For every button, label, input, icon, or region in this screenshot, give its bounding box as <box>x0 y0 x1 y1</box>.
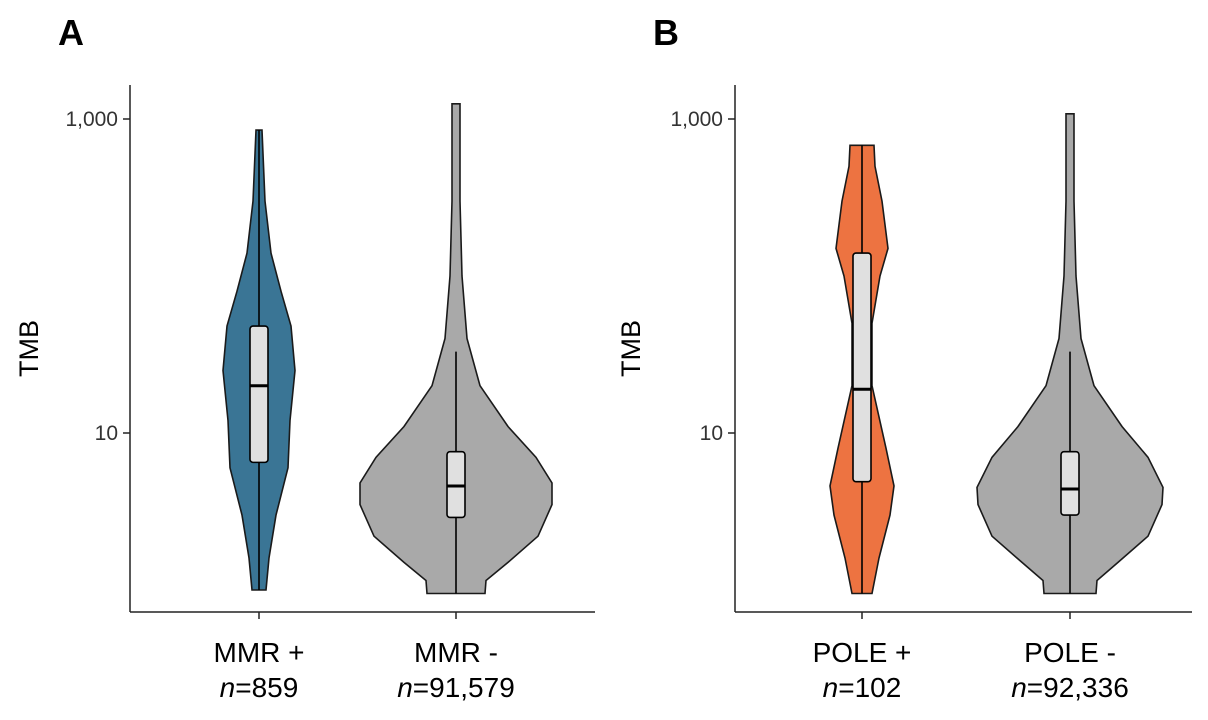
x-category-label: POLE - <box>1024 637 1116 668</box>
y-axis-label: TMB <box>616 320 646 377</box>
sample-size-label: n=102 <box>823 672 902 703</box>
sample-size-n-symbol: n <box>823 672 839 703</box>
y-tick-label: 1,000 <box>670 108 723 131</box>
sample-size-n-symbol: n <box>220 672 236 703</box>
violin-shape <box>359 103 553 595</box>
y-tick-label: 10 <box>700 422 723 445</box>
y-axis-label: TMB <box>14 320 44 377</box>
x-category-label: MMR - <box>414 637 498 668</box>
sample-size-value: =91,579 <box>413 672 515 703</box>
series-pole-negpos <box>829 144 895 595</box>
sample-size-label: n=859 <box>220 672 299 703</box>
iqr-box <box>249 325 269 464</box>
series-pole-neg <box>976 113 1164 595</box>
sample-size-value: =859 <box>235 672 298 703</box>
sample-size-label: n=91,579 <box>397 672 515 703</box>
y-tick-label: 10 <box>95 422 118 445</box>
x-category-label: MMR + <box>214 637 305 668</box>
sample-size-value: =102 <box>838 672 901 703</box>
sample-size-value: =92,336 <box>1027 672 1129 703</box>
y-tick-label: 1,000 <box>65 108 118 131</box>
iqr-box <box>852 252 872 483</box>
series-mmr-negpos <box>222 129 296 591</box>
sample-size-n-symbol: n <box>397 672 413 703</box>
sample-size-label: n=92,336 <box>1011 672 1129 703</box>
series-mmr-neg <box>359 103 553 595</box>
panel-letter: B <box>653 12 679 53</box>
panel-letter: A <box>58 12 84 53</box>
sample-size-n-symbol: n <box>1011 672 1027 703</box>
iqr-box <box>1060 450 1080 516</box>
x-category-label: POLE + <box>813 637 912 668</box>
